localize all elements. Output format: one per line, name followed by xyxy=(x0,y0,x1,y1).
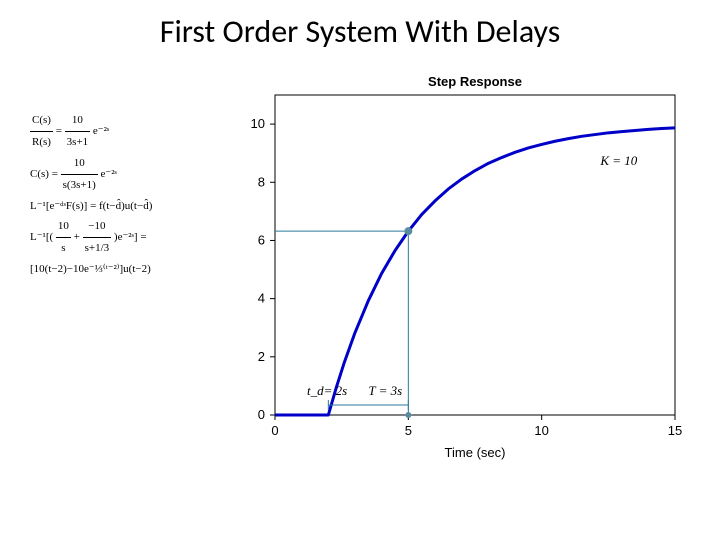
eq-line-2: C(s) = 10s(3s+1) e⁻²ˢ xyxy=(30,153,230,196)
svg-text:4: 4 xyxy=(258,291,265,306)
eq-line-1: C(s)R(s) = 103s+1 e⁻²ˢ xyxy=(30,110,230,153)
svg-text:Time (sec): Time (sec) xyxy=(445,445,506,460)
svg-text:Step Response: Step Response xyxy=(428,74,522,89)
eq-line-4: L⁻¹[( 10s + −10s+1/3 )e⁻²ˢ] = xyxy=(30,216,230,259)
svg-text:t_d= 2s: t_d= 2s xyxy=(307,383,347,398)
eq-line-3: L⁻¹[e⁻ᵈˢF(s)] = f(t−d̂)u(t−d̂) xyxy=(30,196,230,217)
svg-text:T = 3s: T = 3s xyxy=(368,383,402,398)
svg-text:15: 15 xyxy=(668,423,682,438)
svg-text:6: 6 xyxy=(258,232,265,247)
step-response-chart: Step Response 0 5 10 15 0 2 4 6 8 10 Time (sec) t_d=… xyxy=(215,70,720,500)
page-title: First Order System With Delays xyxy=(0,12,720,51)
svg-text:10: 10 xyxy=(534,423,548,438)
svg-text:10: 10 xyxy=(251,116,265,131)
eq-line-5: [10(t−2)−10e⁻⅓⁽ᵗ⁻²⁾]u(t−2) xyxy=(30,259,230,280)
svg-text:K = 10: K = 10 xyxy=(599,153,637,168)
svg-text:8: 8 xyxy=(258,174,265,189)
svg-text:2: 2 xyxy=(258,349,265,364)
svg-text:5: 5 xyxy=(405,423,412,438)
svg-text:0: 0 xyxy=(258,407,265,422)
svg-text:0: 0 xyxy=(271,423,278,438)
equation-block: C(s)R(s) = 103s+1 e⁻²ˢ C(s) = 10s(3s+1) … xyxy=(30,110,230,280)
